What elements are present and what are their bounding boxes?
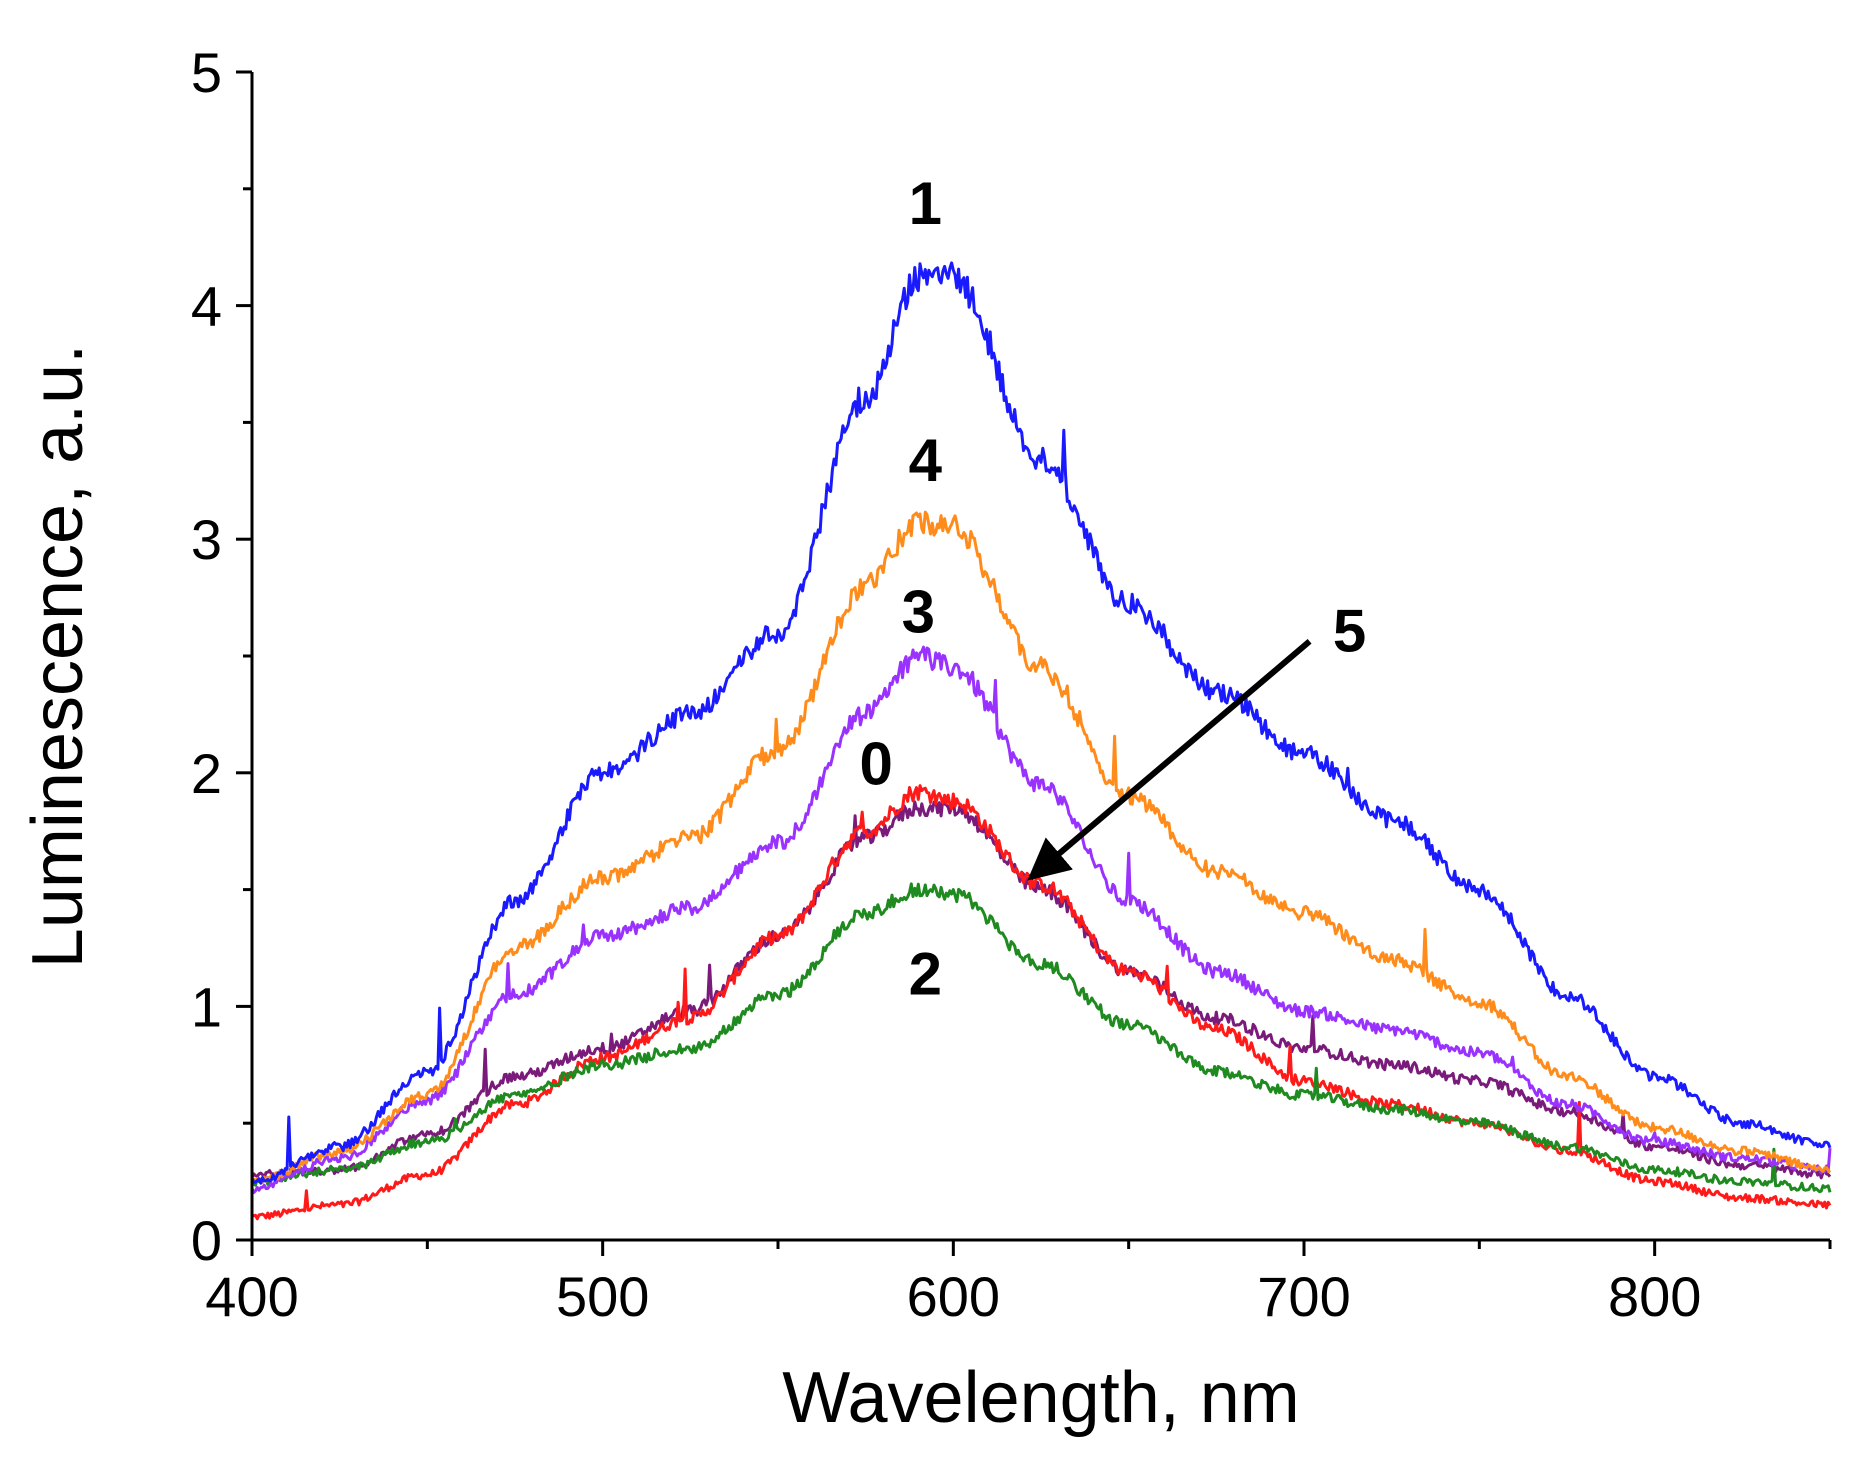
x-tick-label: 500 bbox=[556, 1265, 649, 1328]
x-axis-title: Wavelength, nm bbox=[782, 1358, 1300, 1438]
x-tick-label: 600 bbox=[907, 1265, 1000, 1328]
x-tick-label: 700 bbox=[1257, 1265, 1350, 1328]
curve-label-3: 3 bbox=[902, 579, 935, 646]
series-line-4 bbox=[251, 510, 1832, 1185]
y-tick-label: 5 bbox=[191, 41, 222, 104]
x-tick-label: 800 bbox=[1608, 1265, 1701, 1328]
curve-label-0: 0 bbox=[859, 730, 892, 797]
y-tick-label: 3 bbox=[191, 508, 222, 571]
curve-label-4: 4 bbox=[909, 427, 943, 494]
curve-label-1: 1 bbox=[909, 170, 942, 237]
arrow-to-curve-5 bbox=[1027, 639, 1312, 881]
series-line-2 bbox=[251, 882, 1832, 1194]
series-line-3 bbox=[250, 645, 1832, 1194]
series-line-1 bbox=[250, 261, 1832, 1185]
series-layer bbox=[250, 261, 1832, 1221]
y-axis-title: Luminescence, a.u. bbox=[18, 344, 98, 968]
curve-label-2: 2 bbox=[909, 941, 942, 1008]
y-tick-label: 0 bbox=[191, 1209, 222, 1272]
curve-label-5: 5 bbox=[1333, 597, 1366, 664]
ticks-layer: 0 1 2 3 4 5 400 500 600 700 800 bbox=[191, 41, 1832, 1328]
x-tick-label: 400 bbox=[205, 1265, 298, 1328]
annotation-layer: 1 4 3 0 2 5 bbox=[859, 170, 1366, 1008]
y-tick-label: 4 bbox=[191, 275, 222, 338]
y-tick-label: 2 bbox=[191, 742, 222, 805]
y-tick-label: 1 bbox=[191, 975, 222, 1038]
